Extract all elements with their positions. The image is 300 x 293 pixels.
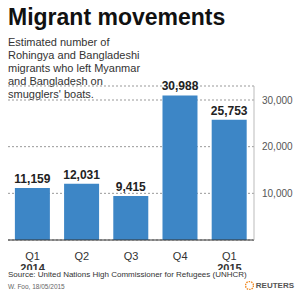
svg-text:Q4: Q4 bbox=[173, 250, 188, 262]
svg-text:Q2: Q2 bbox=[74, 250, 89, 262]
svg-text:10,000: 10,000 bbox=[262, 188, 292, 199]
svg-text:20,000: 20,000 bbox=[262, 141, 292, 152]
svg-text:25,753: 25,753 bbox=[211, 104, 248, 118]
html-text:Source: United Nations High Co: Source: United Nations High Commissioner… bbox=[8, 270, 247, 279]
html-text:REUTERS: REUTERS bbox=[255, 281, 294, 290]
svg-text:Q3: Q3 bbox=[124, 250, 139, 262]
svg-text:9,415: 9,415 bbox=[116, 180, 146, 194]
svg-text:30,988: 30,988 bbox=[162, 79, 199, 93]
svg-text:Q12014: Q12014 bbox=[20, 250, 45, 270]
html-text:Estimated number of Rohingya a: Estimated number of Rohingya and Banglad… bbox=[8, 36, 140, 100]
svg-text:Q12015: Q12015 bbox=[217, 250, 241, 270]
html-text:W. Foo, 18/05/2015: W. Foo, 18/05/2015 bbox=[8, 283, 65, 290]
svg-text:12,031: 12,031 bbox=[63, 168, 100, 182]
html-text:Migrant movements: Migrant movements bbox=[8, 4, 226, 30]
svg-text:30,000: 30,000 bbox=[262, 95, 292, 106]
svg-text:11,159: 11,159 bbox=[14, 172, 50, 186]
